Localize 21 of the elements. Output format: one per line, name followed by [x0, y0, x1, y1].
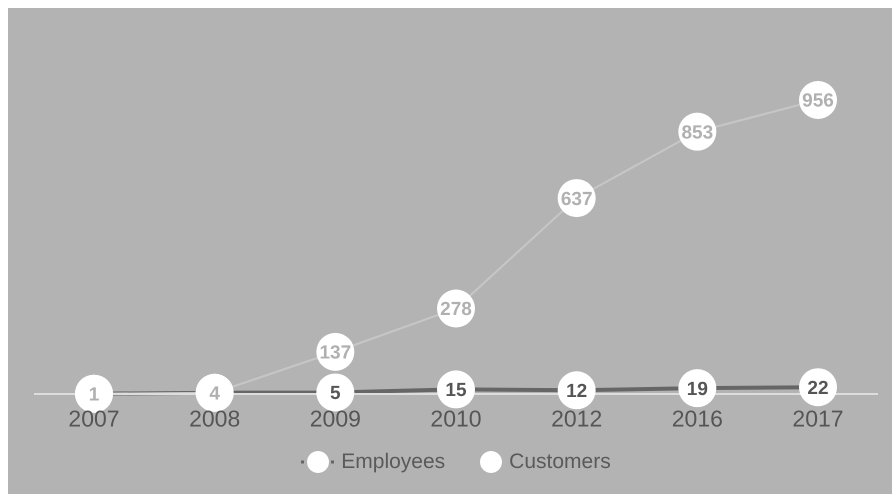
- x-tick-label: 2009: [310, 405, 361, 432]
- data-label: 22: [807, 378, 829, 399]
- legend-label: Customers: [508, 450, 611, 474]
- x-tick-label: 2017: [792, 405, 844, 432]
- data-label: 12: [566, 380, 588, 402]
- data-label: 137: [319, 342, 352, 364]
- data-label: 15: [445, 380, 467, 402]
- x-tick-label: 2008: [189, 405, 240, 432]
- data-label: 19: [686, 378, 708, 400]
- data-label: 5: [330, 383, 342, 404]
- x-tick-label: 2010: [430, 405, 482, 432]
- data-label: 278: [440, 299, 472, 320]
- data-label: 853: [681, 122, 714, 144]
- data-label: 637: [560, 188, 593, 210]
- data-label: 4: [209, 383, 220, 404]
- x-tick-label: 2016: [672, 405, 723, 432]
- data-label: 1: [88, 384, 100, 406]
- legend-label: Employees: [340, 450, 446, 474]
- x-tick-label: 2007: [68, 405, 120, 432]
- data-label: 956: [802, 90, 834, 112]
- x-tick-label: 2012: [551, 405, 602, 432]
